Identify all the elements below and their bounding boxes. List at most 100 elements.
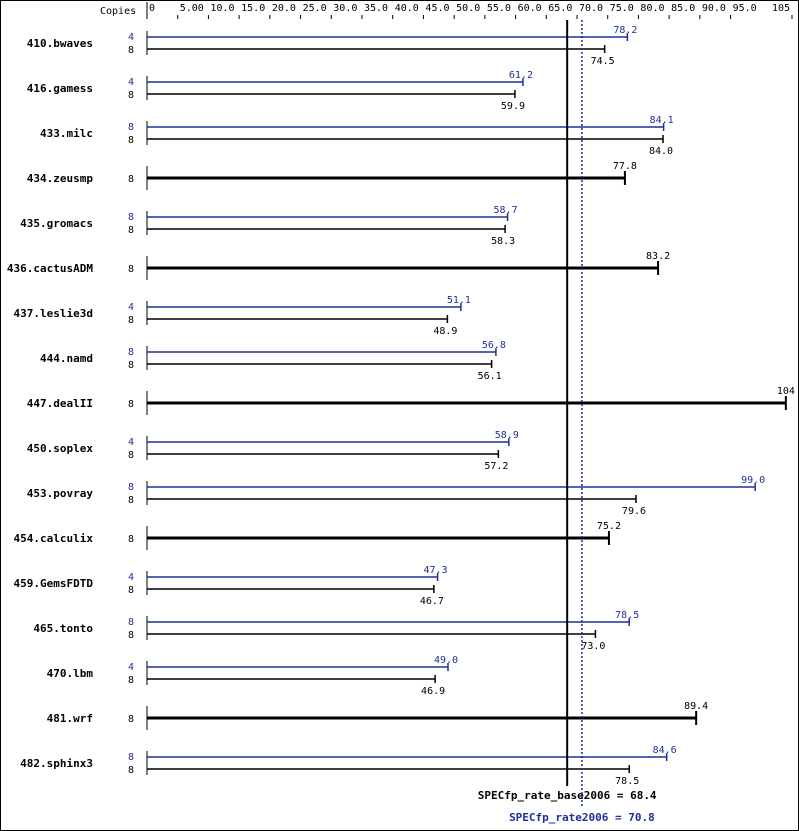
base-copies-label: 8 [128,675,134,686]
peak-copies-label: 4 [128,572,134,583]
base-value-label: 46.9 [421,686,445,697]
benchmark-459-gemsfdtd: 459.GemsFDTD 4 8 47.3 46.7 [14,565,448,607]
peak-value-label: 58.9 [495,430,519,441]
base-copies-label: 8 [128,135,134,146]
benchmark-437-leslie3d: 437.leslie3d 4 8 51.1 48.9 [14,295,471,337]
x-tick-label: 90.0 [702,3,726,14]
reference-lines: SPECfp_rate_base2006 = 68.4 SPECfp_rate20… [478,20,657,824]
peak-copies-label: 4 [128,662,134,673]
benchmark-label: 470.lbm [47,667,94,680]
benchmark-label: 436.cactusADM [7,262,93,275]
benchmark-label: 444.namd [40,352,93,365]
value-label: 104 [777,386,795,397]
base-copies-label: 8 [128,585,134,596]
peak-value-label: 47.3 [424,565,448,576]
benchmark-label: 481.wrf [47,712,93,725]
benchmark-436-cactusadm: 436.cactusADM 8 83.2 [7,251,670,280]
peak-value-label: 78.2 [613,25,637,36]
peak-copies-label: 8 [128,752,134,763]
copies-header: Copies [100,6,136,17]
x-tick-label: 30.0 [333,3,357,14]
benchmark-454-calculix: 454.calculix 8 75.2 [14,521,621,550]
base-copies-label: 8 [128,360,134,371]
base-value-label: 73.0 [581,641,605,652]
benchmark-rows: 410.bwaves 4 8 78.2 74.5 416.gamess 4 8 61.2 59.9… [7,25,795,787]
copies-label: 8 [128,534,134,545]
benchmark-481-wrf: 481.wrf 8 89.4 [47,701,708,730]
base-value-label: 74.5 [591,56,615,67]
base-value-label: 84.0 [649,146,673,157]
base-value-label: 78.5 [615,776,639,787]
peak-value-label: 84.6 [653,745,677,756]
benchmark-453-povray: 453.povray 8 8 99.0 79.6 [27,475,765,517]
x-tick-label: 5.00 [180,3,204,14]
base-value-label: 57.2 [484,461,508,472]
peak-value-label: 99.0 [741,475,765,486]
base-copies-label: 8 [128,90,134,101]
x-tick-label: 20.0 [272,3,296,14]
benchmark-482-sphinx3: 482.sphinx3 8 8 84.6 78.5 [20,745,677,787]
x-tick-label: 0 [149,3,155,14]
peak-copies-label: 8 [128,347,134,358]
peak-value-label: 51.1 [447,295,471,306]
x-tick-label: 50.0 [456,3,480,14]
x-tick-label: 10.0 [210,3,234,14]
benchmark-434-zeusmp: 434.zeusmp 8 77.8 [27,161,637,190]
benchmark-465-tonto: 465.tonto 8 8 78.5 73.0 [33,610,639,652]
peak-copies-label: 8 [128,482,134,493]
peak-summary-label: SPECfp_rate2006 = 70.8 [509,811,655,824]
peak-copies-label: 4 [128,77,134,88]
copies-label: 8 [128,174,134,185]
base-copies-label: 8 [128,765,134,776]
peak-value-label: 84.1 [650,115,674,126]
base-value-label: 46.7 [420,596,444,607]
benchmark-label: 447.dealII [27,397,93,410]
benchmark-label: 437.leslie3d [14,307,93,320]
base-copies-label: 8 [128,225,134,236]
benchmark-label: 450.soplex [27,442,94,455]
benchmark-label: 433.milc [40,127,93,140]
value-label: 89.4 [684,701,708,712]
x-tick-label: 45.0 [425,3,449,14]
x-tick-label: 95.0 [733,3,757,14]
peak-value-label: 61.2 [509,70,533,81]
x-tick-label: 15.0 [241,3,265,14]
benchmark-label: 410.bwaves [27,37,93,50]
base-summary-label: SPECfp_rate_base2006 = 68.4 [478,789,657,802]
peak-copies-label: 8 [128,212,134,223]
peak-copies-label: 8 [128,122,134,133]
base-value-label: 56.1 [478,371,502,382]
x-axis: 0 5.00 10.0 15.0 20.0 25.0 30.0 35.0 40.0 45.0 50.… [146,2,793,19]
x-tick-label: 55.0 [487,3,511,14]
peak-copies-label: 8 [128,617,134,628]
copies-label: 8 [128,264,134,275]
base-copies-label: 8 [128,630,134,641]
benchmark-label: 454.calculix [14,532,94,545]
benchmark-label: 435.gromacs [20,217,93,230]
peak-copies-label: 4 [128,302,134,313]
benchmark-470-lbm: 470.lbm 4 8 49.0 46.9 [47,655,458,697]
base-copies-label: 8 [128,45,134,56]
base-value-label: 59.9 [501,101,525,112]
benchmark-444-namd: 444.namd 8 8 56.8 56.1 [40,340,506,382]
x-tick-label: 60.0 [518,3,542,14]
x-tick-label: 105 [772,3,790,14]
benchmark-label: 465.tonto [33,622,93,635]
benchmark-label: 459.GemsFDTD [14,577,94,590]
base-value-label: 48.9 [433,326,457,337]
x-tick-label: 70.0 [579,3,603,14]
base-copies-label: 8 [128,450,134,461]
x-tick-label: 25.0 [303,3,327,14]
x-tick-label: 85.0 [671,3,695,14]
x-tick-label: 65.0 [548,3,572,14]
base-copies-label: 8 [128,495,134,506]
value-label: 83.2 [646,251,670,262]
benchmark-450-soplex: 450.soplex 4 8 58.9 57.2 [27,430,519,472]
peak-value-label: 56.8 [482,340,506,351]
benchmark-410-bwaves: 410.bwaves 4 8 78.2 74.5 [27,25,638,67]
benchmark-label: 416.gamess [27,82,93,95]
benchmark-label: 482.sphinx3 [20,757,93,770]
benchmark-435-gromacs: 435.gromacs 8 8 58.7 58.3 [20,205,517,247]
